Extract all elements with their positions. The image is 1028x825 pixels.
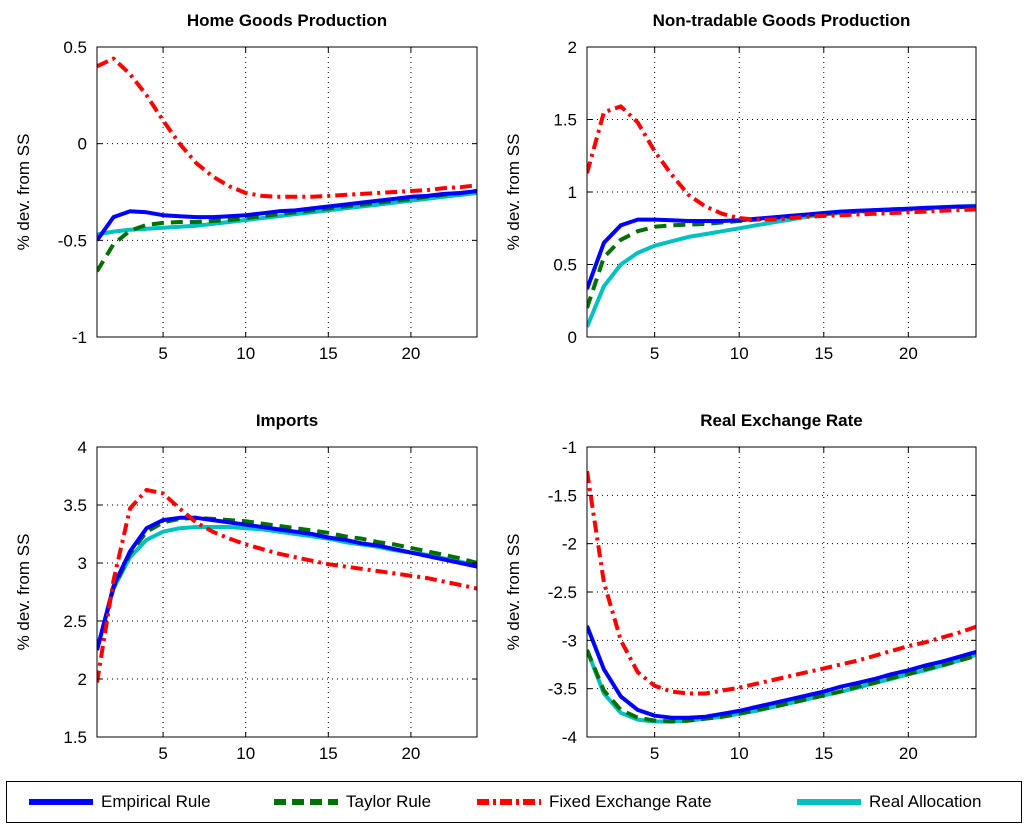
y-tick-label: -4 [562, 728, 577, 747]
y-tick-label: 0.5 [63, 38, 87, 57]
series-line-fixed-exchange-rate [587, 104, 976, 222]
y-tick-label: 2 [78, 670, 87, 689]
x-tick-label: 15 [319, 744, 338, 763]
y-tick-label: 2.5 [63, 612, 87, 631]
x-tick-label: 10 [236, 344, 255, 363]
series-line-fixed-exchange-rate [97, 487, 477, 683]
x-tick-label: 5 [158, 344, 167, 363]
legend-label: Fixed Exchange Rate [549, 792, 712, 811]
y-tick-label: -2.5 [548, 583, 577, 602]
plot-area [97, 447, 477, 737]
series-line-fixed-exchange-rate [97, 56, 477, 199]
series-line-empirical-rule [587, 204, 976, 290]
y-tick-label: 4 [78, 438, 87, 457]
legend-swatch-real-allocation [797, 799, 861, 805]
legend-label: Empirical Rule [101, 792, 211, 811]
x-tick-label: 10 [730, 344, 749, 363]
series-line-empirical-rule [97, 515, 477, 651]
subplot-2: 5 10 15 20 0 0.5 1 1.5 2 Non-tradable Goods Produ… [504, 11, 977, 363]
y-axis-label: % dev. from SS [14, 534, 33, 651]
x-tick-label: 20 [899, 744, 918, 763]
x-tick-label: 15 [319, 344, 338, 363]
y-axis-label: % dev. from SS [504, 134, 523, 251]
x-tick-label: 5 [158, 744, 167, 763]
series-line-empirical-rule [587, 625, 976, 720]
chart-title: Non-tradable Goods Production [653, 11, 911, 30]
chart-title: Home Goods Production [187, 11, 387, 30]
x-tick-label: 15 [814, 344, 833, 363]
y-tick-label: 1 [568, 183, 577, 202]
subplot-4: 5 10 15 20 -4 -3.5 -3 -2.5 -2 -1.5 -1 Real Exchange… [504, 411, 977, 763]
series-line-taylor-rule [587, 649, 976, 724]
series-line-fixed-exchange-rate [587, 470, 976, 696]
y-tick-label: 1.5 [553, 111, 577, 130]
x-tick-label: 5 [650, 344, 659, 363]
x-tick-label: 20 [401, 744, 420, 763]
legend-item-real-allocation: Real Allocation [797, 782, 981, 822]
series-line-empirical-rule [97, 189, 477, 242]
y-tick-label: -1.5 [548, 486, 577, 505]
y-tick-label: -1 [72, 328, 87, 347]
y-tick-label: -1 [562, 438, 577, 457]
chart-title: Real Exchange Rate [700, 411, 863, 430]
x-tick-label: 15 [814, 744, 833, 763]
y-axis-label: % dev. from SS [14, 134, 33, 251]
y-tick-label: 3 [78, 554, 87, 573]
y-tick-label: 2 [568, 38, 577, 57]
legend-label: Real Allocation [869, 792, 982, 811]
series-line-taylor-rule [97, 515, 477, 651]
axes-box [96, 46, 478, 338]
legend-swatch-fixed-exchange-rate [477, 799, 541, 805]
x-tick-label: 5 [650, 744, 659, 763]
legend: Empirical Rule Taylor Rule Fixed Exchang… [6, 781, 1022, 823]
plot-area [587, 47, 976, 337]
x-tick-label: 20 [899, 344, 918, 363]
y-tick-label: 1.5 [63, 728, 87, 747]
y-tick-label: 0 [78, 135, 87, 154]
y-tick-label: -2 [562, 535, 577, 554]
x-tick-label: 10 [730, 744, 749, 763]
subplot-3: 5 10 15 20 1.5 2 2.5 3 3.5 4 Imports % dev. from SS [14, 411, 478, 763]
legend-item-taylor-rule: Taylor Rule [274, 782, 431, 822]
y-tick-label: 0 [568, 328, 577, 347]
legend-item-fixed-exchange-rate: Fixed Exchange Rate [477, 782, 712, 822]
legend-swatch-taylor-rule [274, 799, 338, 805]
y-tick-label: -3 [562, 631, 577, 650]
subplot-1: 5 10 15 20 -1 -0.5 0 0.5 Home Goods Production % … [14, 11, 478, 363]
x-tick-label: 20 [401, 344, 420, 363]
y-axis-label: % dev. from SS [504, 534, 523, 651]
y-tick-label: 0.5 [553, 256, 577, 275]
series-line-taylor-rule [97, 189, 477, 273]
legend-item-empirical-rule: Empirical Rule [29, 782, 211, 822]
legend-label: Taylor Rule [346, 792, 432, 811]
chart-title: Imports [256, 411, 318, 430]
plot-area [587, 447, 976, 737]
y-tick-label: -3.5 [548, 680, 577, 699]
y-tick-label: -0.5 [58, 231, 87, 250]
x-tick-label: 10 [236, 744, 255, 763]
y-tick-label: 3.5 [63, 496, 87, 515]
legend-swatch-empirical-rule [29, 799, 93, 805]
axes-box [96, 446, 478, 738]
